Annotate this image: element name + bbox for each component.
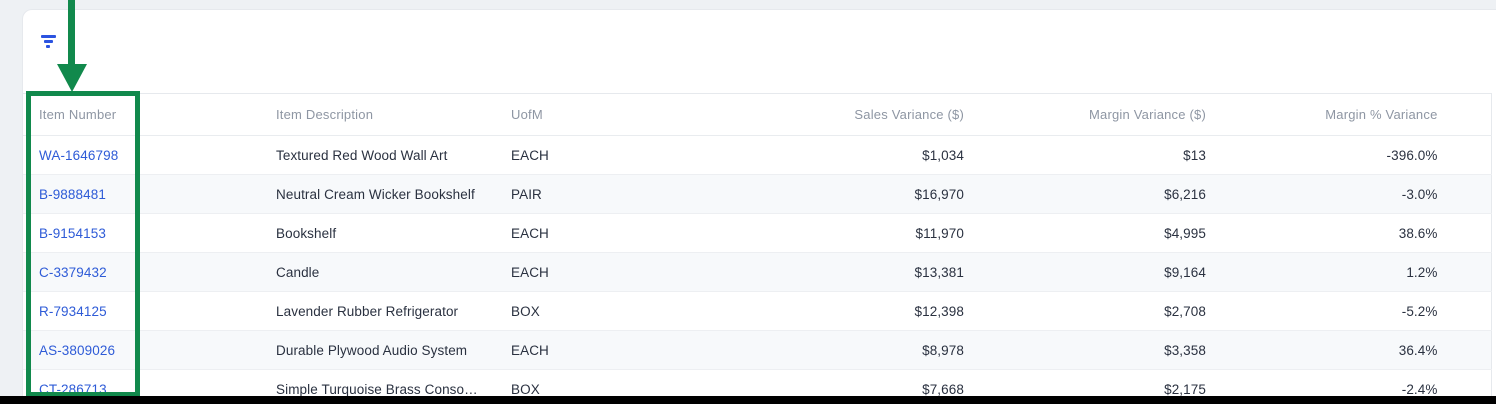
- margin-pct-variance-cell: 1.2%: [1406, 264, 1438, 280]
- margin-pct-variance-cell: 38.6%: [1398, 225, 1438, 241]
- margin-pct-variance-cell: -5.2%: [1401, 303, 1438, 319]
- table-row: B-9154153 Bookshelf EACH $11,970 $4,995 …: [23, 214, 1491, 253]
- margin-variance-cell: $4,995: [1164, 225, 1206, 241]
- item-number-link[interactable]: C-3379432: [39, 264, 107, 280]
- item-description-cell: Lavender Rubber Refrigerator: [276, 303, 459, 319]
- uofm-cell: BOX: [511, 303, 540, 319]
- item-number-link[interactable]: CT-286713: [39, 381, 107, 397]
- filter-button[interactable]: [36, 31, 60, 51]
- margin-variance-cell: $13: [1183, 147, 1206, 163]
- item-description-cell: Candle: [276, 264, 320, 280]
- uofm-cell: EACH: [511, 264, 549, 280]
- table-row: B-9888481 Neutral Cream Wicker Bookshelf…: [23, 174, 1491, 214]
- sales-variance-cell: $11,970: [915, 225, 964, 241]
- table-card: Item Number Item Description UofM Sales …: [22, 9, 1496, 404]
- sales-variance-cell: $16,970: [914, 186, 964, 202]
- margin-variance-cell: $9,164: [1164, 264, 1206, 280]
- margin-pct-variance-cell: -3.0%: [1401, 186, 1438, 202]
- sales-variance-cell: $12,398: [914, 303, 964, 319]
- table-row: R-7934125 Lavender Rubber Refrigerator B…: [23, 292, 1491, 331]
- sales-variance-cell: $1,034: [922, 147, 964, 163]
- table-row: WA-1646798 Textured Red Wood Wall Art EA…: [23, 136, 1491, 175]
- items-table: Item Number Item Description UofM Sales …: [23, 93, 1492, 404]
- item-number-cell: B-9888481: [23, 175, 260, 214]
- margin-pct-variance-cell: 36.4%: [1398, 342, 1438, 358]
- sales-variance-cell: $8,978: [922, 342, 964, 358]
- margin-variance-cell: $3,358: [1164, 342, 1206, 358]
- bottom-black-bar: [0, 396, 1496, 404]
- item-description-cell: Textured Red Wood Wall Art: [276, 147, 448, 163]
- item-description-cell: Neutral Cream Wicker Bookshelf: [276, 186, 475, 202]
- item-number-cell: C-3379432: [23, 253, 260, 292]
- uofm-cell: EACH: [511, 225, 549, 241]
- column-header-sales-variance[interactable]: Sales Variance ($): [701, 93, 980, 136]
- table-row: AS-3809026 Durable Plywood Audio System …: [23, 330, 1491, 370]
- table-header-row: Item Number Item Description UofM Sales …: [23, 93, 1491, 136]
- sales-variance-cell: $13,381: [914, 264, 964, 280]
- margin-variance-cell: $6,216: [1164, 186, 1206, 202]
- item-number-cell: B-9154153: [23, 214, 260, 253]
- item-number-link[interactable]: B-9154153: [39, 225, 106, 241]
- uofm-cell: EACH: [511, 147, 549, 163]
- column-header-margin-variance[interactable]: Margin Variance ($): [980, 93, 1222, 136]
- item-number-cell: R-7934125: [23, 292, 260, 331]
- uofm-cell: PAIR: [511, 186, 542, 202]
- filter-icon: [40, 34, 56, 48]
- uofm-cell: EACH: [511, 342, 549, 358]
- item-number-link[interactable]: AS-3809026: [39, 342, 116, 358]
- margin-variance-cell: $2,708: [1164, 303, 1206, 319]
- margin-pct-variance-cell: -396.0%: [1386, 147, 1438, 163]
- item-number-link[interactable]: R-7934125: [39, 303, 107, 319]
- table-row: C-3379432 Candle EACH $13,381 $9,164 1.2…: [23, 252, 1491, 292]
- item-description-cell: Durable Plywood Audio System: [276, 342, 468, 358]
- item-description-cell: Bookshelf: [276, 225, 337, 241]
- column-header-uofm[interactable]: UofM: [495, 93, 701, 136]
- item-number-cell: AS-3809026: [23, 331, 260, 370]
- column-header-item-number[interactable]: Item Number: [23, 93, 260, 136]
- item-number-link[interactable]: B-9888481: [39, 186, 106, 202]
- table-body: WA-1646798 Textured Red Wood Wall Art EA…: [23, 136, 1491, 404]
- column-header-item-description[interactable]: Item Description: [260, 93, 495, 136]
- item-number-cell: WA-1646798: [23, 136, 260, 175]
- item-number-link[interactable]: WA-1646798: [39, 147, 119, 163]
- column-header-margin-pct-variance[interactable]: Margin % Variance: [1222, 93, 1491, 136]
